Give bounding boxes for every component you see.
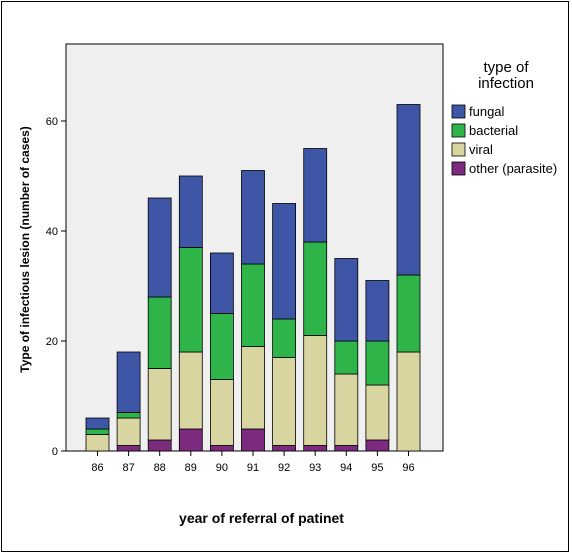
bar-96-viral [396,351,421,452]
bar-88-other [147,439,172,452]
bar-96-fungal [396,104,421,276]
bar-86-fungal [85,417,110,430]
legend-swatch-viral [451,142,466,157]
x-tick-label-92: 92 [278,462,290,474]
bar-90-other [209,445,234,452]
legend-label-viral: viral [469,142,493,157]
bar-92-viral [272,357,297,446]
legend-title-line-2: infection [478,75,534,92]
legend-swatch-fungal [451,104,466,119]
x-axis: 86 87 88 89 90 91 92 93 94 95 96 [91,451,415,474]
legend-label-bacterial: bacterial [469,123,518,138]
legend-label-other: other (parasite) [469,161,557,176]
bar-92-bacterial [272,318,297,358]
bar-95-viral [365,384,390,441]
bar-88-viral [147,368,172,441]
x-tick-label-95: 95 [371,462,383,474]
bar-89-other [178,428,203,452]
bar-87-other [116,445,141,452]
y-axis: 0 20 40 60 [46,116,66,458]
x-tick-label-86: 86 [91,462,103,474]
y-tick-label-20: 20 [46,336,58,348]
bar-90-bacterial [209,313,234,380]
bar-88-fungal [147,197,172,298]
bar-87-bacterial [116,412,141,419]
y-axis-title: Type of infectious lesion (number of cas… [18,126,32,373]
x-tick-label-93: 93 [309,462,321,474]
bar-94-viral [334,373,359,446]
bar-94-fungal [334,258,359,342]
x-tick-label-96: 96 [402,462,414,474]
bar-94-bacterial [334,340,359,375]
legend-swatch-bacterial [451,123,466,138]
x-axis-title: year of referral of patinet [179,510,344,526]
x-tick-label-88: 88 [154,462,166,474]
bar-96-bacterial [396,274,421,353]
legend-title-line-1: type of [483,59,529,76]
bar-93-fungal [303,148,328,243]
bar-89-bacterial [178,247,203,353]
bar-89-fungal [178,175,203,248]
bar-93-other [303,445,328,452]
bar-90-viral [209,379,234,446]
bar-93-bacterial [303,241,328,336]
bar-91-bacterial [241,263,265,347]
bar-95-fungal [365,280,390,342]
bar-95-bacterial [365,340,390,386]
bar-91-viral [241,346,265,430]
bar-90-fungal [209,252,234,314]
bar-95-other [365,439,390,452]
y-tick-label-60: 60 [46,116,58,128]
bar-86-bacterial [85,428,110,435]
bar-88-bacterial [147,296,172,369]
x-tick-label-90: 90 [216,462,228,474]
y-tick-label-40: 40 [46,226,58,238]
x-tick-label-91: 91 [247,462,259,474]
y-tick-label-0: 0 [52,446,58,458]
bars-group [85,104,421,452]
bar-91-fungal [241,170,265,265]
bar-87-fungal [116,351,141,413]
x-tick-label-87: 87 [122,462,134,474]
x-tick-label-89: 89 [185,462,197,474]
bar-86-viral [85,434,110,452]
bar-92-other [272,445,297,452]
x-tick-label-94: 94 [340,462,352,474]
bar-92-fungal [272,203,297,320]
bar-89-viral [178,351,203,430]
legend-swatch-other [451,161,466,176]
bar-87-viral [116,417,141,446]
legend-label-fungal: fungal [469,104,505,119]
bar-93-viral [303,335,328,446]
bar-94-other [334,445,359,452]
bar-91-other [241,428,265,452]
